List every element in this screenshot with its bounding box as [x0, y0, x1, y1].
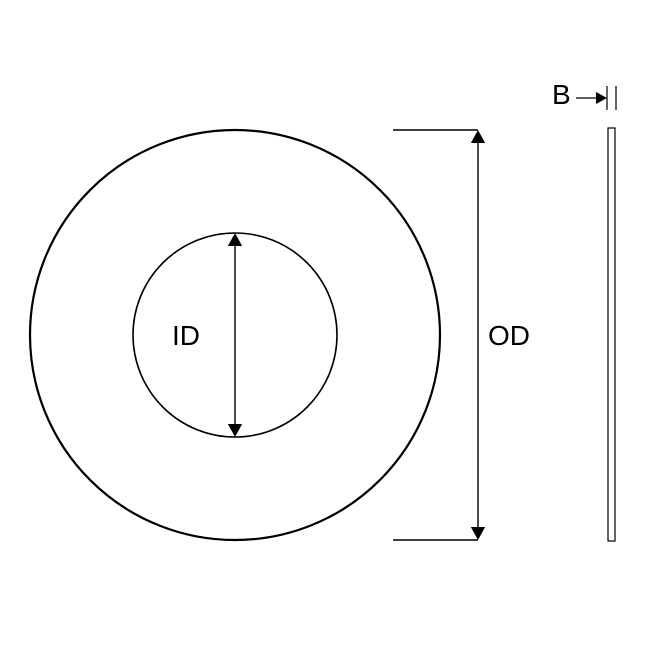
id-arrowhead-top	[228, 233, 242, 246]
dimension-b: B	[552, 79, 616, 110]
washer-technical-drawing: ID OD B	[0, 0, 670, 670]
id-arrowhead-bottom	[228, 424, 242, 437]
dimension-od: OD	[393, 130, 530, 540]
dimension-id: ID	[172, 233, 242, 437]
b-label: B	[552, 79, 571, 110]
od-arrowhead-bottom	[471, 527, 485, 540]
washer-side-profile	[608, 128, 615, 541]
od-label: OD	[488, 320, 530, 351]
id-label: ID	[172, 320, 200, 351]
b-arrowhead	[596, 92, 607, 104]
od-arrowhead-top	[471, 130, 485, 143]
